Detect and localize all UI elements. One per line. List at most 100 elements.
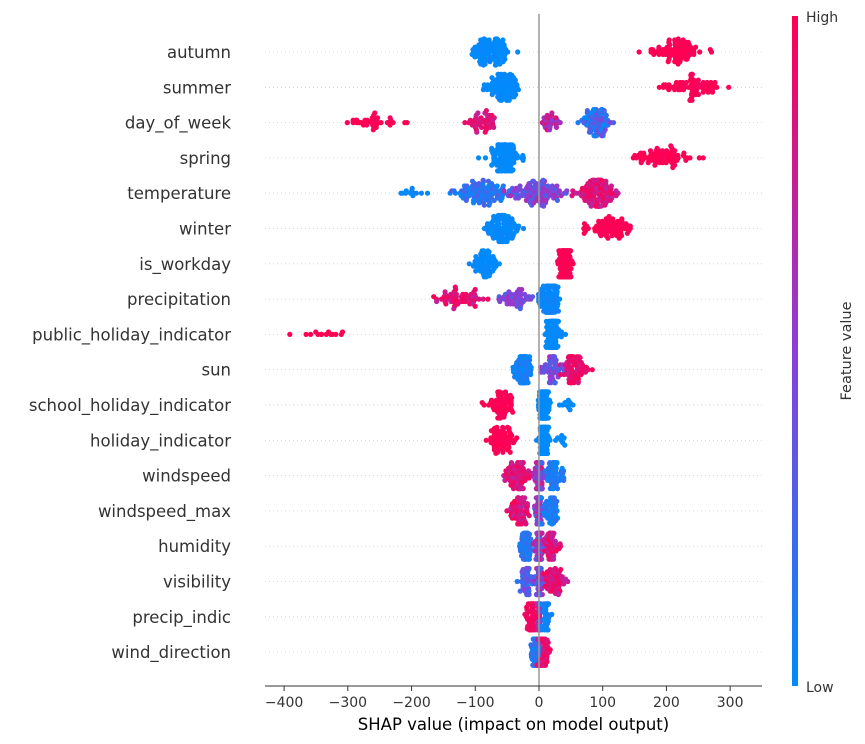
shap-point-temperature [598,177,604,183]
shap-point-windspeed [537,486,543,492]
shap-point-day_of_week [378,120,384,126]
shap-point-humidity [557,541,563,547]
shap-point-windspeed [538,460,544,466]
feature-value-colorbar [792,16,798,686]
x-tick-label: 300 [717,695,744,711]
shap-point-day_of_week [387,115,393,121]
shap-point-precipitation [517,306,523,312]
shap-point-temperature [541,203,547,209]
shap-point-temperature [608,183,615,189]
shap-point-visibility [547,566,553,573]
shap-point-windspeed [518,460,524,466]
shap-point-public_holiday_indicator [308,331,314,337]
shap-point-holiday_indicator [500,449,506,455]
shap-point-temperature [480,177,486,183]
shap-point-school_holiday_indicator [488,397,495,403]
shap-point-holiday_indicator [501,442,507,448]
shap-point-temperature [451,188,457,194]
shap-point-wind_direction [544,637,550,643]
shap-point-temperature [470,200,477,206]
shap-point-autumn [707,47,713,53]
shap-point-sun [576,354,582,360]
shap-point-spring [511,160,517,166]
shap-point-is_workday [486,249,492,255]
shap-point-school_holiday_indicator [565,397,572,403]
shap-point-precipitation [520,298,527,305]
colorbar-high-label: High [806,10,838,26]
shap-point-autumn [501,42,507,48]
shap-point-temperature [403,188,409,194]
shap-point-summer [687,97,693,103]
shap-point-holiday_indicator [546,435,552,441]
shap-point-public_holiday_indicator [558,334,565,340]
shap-point-sun [541,369,547,375]
shap-point-temperature [594,203,601,209]
shap-point-windspeed [525,468,532,474]
shap-point-spring [681,150,687,156]
shap-point-humidity [527,550,533,557]
shap-point-summer [683,79,690,86]
shap-point-temperature [476,181,482,187]
shap-point-day_of_week [354,117,360,123]
shap-point-winter [619,216,625,222]
shap-point-winter [624,230,631,236]
shap-point-windspeed [557,477,563,483]
shap-point-day_of_week [372,110,378,116]
shap-point-day_of_week [591,107,597,113]
shap-point-school_holiday_indicator [543,389,550,395]
shap-point-precipitation [552,283,559,289]
feature-label-precip_indic: precip_indic [132,608,231,628]
shap-point-sun [524,354,530,360]
shap-point-summer [502,71,508,77]
shap-point-summer [510,75,517,81]
shap-point-precipitation [555,308,562,314]
shap-point-summer [484,87,490,93]
shap-point-windspeed_max [553,517,559,524]
shap-point-school_holiday_indicator [546,397,553,403]
shap-point-holiday_indicator [509,432,515,439]
shap-point-autumn [675,36,681,42]
shap-point-precipitation [557,296,563,302]
shap-point-winter [509,235,515,241]
shap-point-windspeed [517,486,523,492]
shap-point-visibility [517,588,523,594]
feature-label-wind_direction: wind_direction [111,643,231,663]
shap-point-autumn [472,54,478,60]
shap-point-summer [680,87,687,93]
shap-point-summer [514,82,520,88]
feature-label-spring: spring [180,149,231,168]
shap-point-windspeed_max [522,495,528,501]
shap-point-school_holiday_indicator [502,389,509,395]
shap-point-precip_indic [545,601,551,607]
shap-point-temperature [607,197,614,203]
shap-point-temperature [523,197,530,203]
shap-point-visibility [524,565,530,572]
shap-point-sun [578,371,584,378]
shap-point-day_of_week [373,124,379,130]
shap-point-day_of_week [482,129,488,135]
shap-point-holiday_indicator [544,450,551,456]
shap-point-summer [662,82,669,88]
shap-point-temperature [603,183,610,189]
shap-point-autumn [492,62,498,68]
shap-point-precipitation [519,286,525,293]
shap-point-wind_direction [547,647,553,653]
shap-point-day_of_week [483,108,489,114]
shap-point-day_of_week [594,129,600,135]
shap-point-temperature [413,190,419,196]
shap-point-day_of_week [610,120,617,126]
shap-point-spring [664,148,670,154]
shap-point-summer [700,89,706,95]
shap-point-summer [511,94,517,100]
shap-point-day_of_week [364,122,370,128]
shap-point-summer [712,79,718,86]
shap-point-holiday_indicator [562,442,568,448]
feature-label-autumn: autumn [167,43,231,62]
shap-point-temperature [409,185,415,191]
shap-point-temperature [418,190,424,196]
shap-point-is_workday [496,261,502,267]
shap-point-sun [553,357,559,363]
shap-point-autumn [495,37,501,43]
shap-point-temperature [546,193,552,199]
shap-point-precipitation [463,298,469,305]
